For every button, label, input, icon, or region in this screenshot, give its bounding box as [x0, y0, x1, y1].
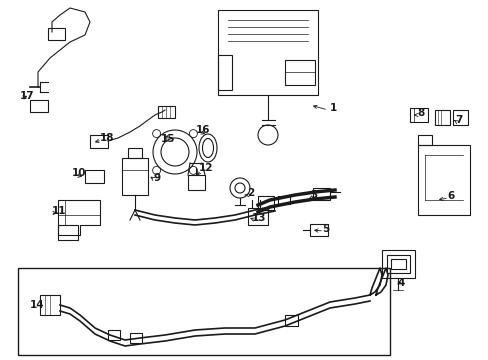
- Text: 4: 4: [397, 278, 405, 288]
- Text: 11: 11: [52, 206, 66, 216]
- Text: 18: 18: [100, 133, 114, 143]
- Text: 17: 17: [20, 91, 35, 101]
- Text: 13: 13: [251, 213, 266, 223]
- Text: 10: 10: [72, 168, 86, 178]
- Text: 2: 2: [246, 188, 254, 198]
- Text: 1: 1: [329, 103, 337, 113]
- Text: 9: 9: [154, 173, 161, 183]
- Text: 7: 7: [454, 115, 462, 125]
- Text: 6: 6: [446, 191, 453, 201]
- Text: 3: 3: [309, 190, 317, 200]
- Text: 15: 15: [161, 134, 175, 144]
- Text: 16: 16: [196, 125, 210, 135]
- Text: 5: 5: [321, 224, 328, 234]
- Text: 12: 12: [199, 163, 213, 173]
- Text: 14: 14: [30, 300, 44, 310]
- Text: 8: 8: [416, 108, 424, 118]
